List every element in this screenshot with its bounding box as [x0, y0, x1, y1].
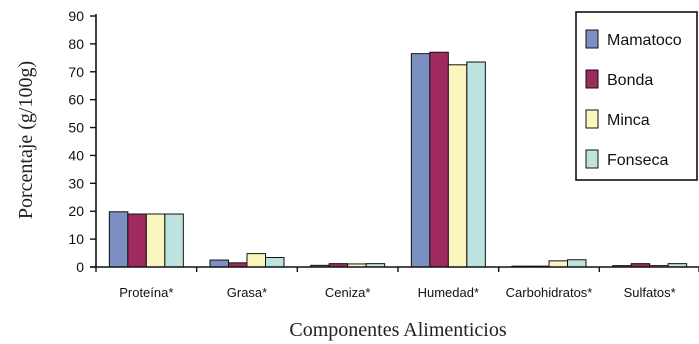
x-axis-title: Componentes Alimenticios: [289, 319, 506, 341]
legend-label: Fonseca: [607, 152, 668, 169]
y-tick-label: 0: [76, 259, 84, 275]
bar-fonseca: [164, 213, 184, 268]
bar-bonda: [127, 213, 147, 268]
legend-swatch: [585, 149, 599, 169]
y-axis-ticks: 0 10 20 30 40 50 60 70 80 90: [68, 8, 96, 275]
legend-label: Minca: [607, 112, 650, 129]
y-axis-title: Porcentaje (g/100g): [15, 61, 37, 219]
x-category-label: Proteína*: [119, 285, 173, 300]
y-tick-label: 90: [68, 8, 84, 24]
bars: [108, 51, 688, 268]
bar-mamatoco: [410, 53, 431, 268]
legend-label: Mamatoco: [607, 32, 682, 49]
x-category-label: Ceniza*: [325, 285, 371, 300]
y-tick-label: 30: [68, 175, 84, 191]
legend-swatch: [585, 29, 599, 49]
legend-swatch: [585, 69, 599, 89]
y-tick-label: 70: [68, 64, 84, 80]
bar-bonda: [429, 51, 449, 268]
x-axis-categories: Proteína* Grasa* Ceniza* Humedad* Carbohidra…: [119, 285, 675, 300]
x-category-label: Carbohidratos*: [506, 285, 593, 300]
bar-fonseca: [466, 61, 486, 268]
y-tick-label: 40: [68, 147, 84, 163]
bar-fonseca: [567, 259, 587, 268]
legend: Mamatoco Bonda Minca Fonseca: [575, 11, 698, 181]
bar-minca: [548, 260, 568, 268]
x-category-label: Humedad*: [418, 285, 479, 300]
x-category-label: Grasa*: [227, 285, 267, 300]
y-tick-label: 20: [68, 203, 84, 219]
y-tick-label: 60: [68, 92, 84, 108]
bar-fonseca: [265, 257, 285, 268]
legend-swatch: [585, 109, 599, 129]
axes: [90, 14, 699, 272]
bar-minca: [246, 253, 266, 268]
y-tick-label: 10: [68, 231, 84, 247]
x-category-label: Sulfatos*: [624, 285, 676, 300]
y-tick-label: 80: [68, 36, 84, 52]
bar-minca: [447, 64, 468, 268]
bar-mamatoco: [108, 211, 129, 268]
bar-mamatoco: [209, 259, 229, 268]
y-tick-label: 50: [68, 120, 84, 136]
bar-minca: [145, 213, 166, 268]
legend-label: Bonda: [607, 72, 653, 89]
